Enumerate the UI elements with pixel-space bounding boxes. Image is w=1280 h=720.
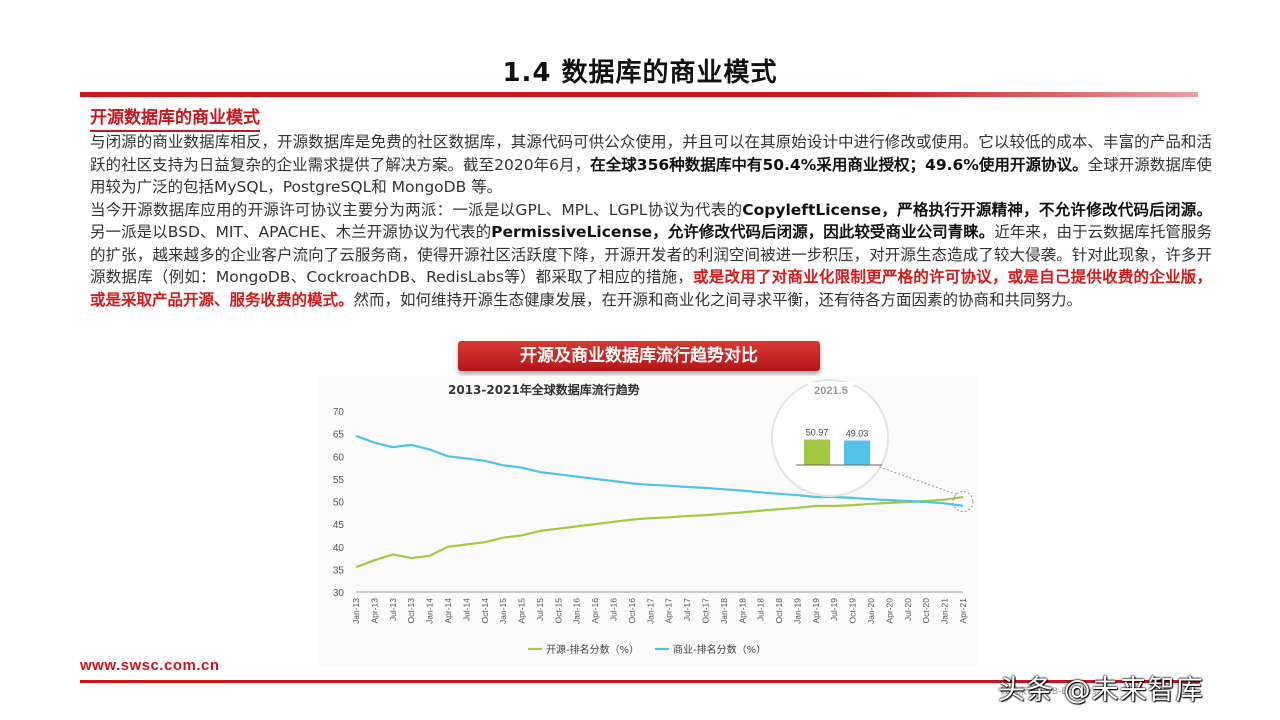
y-tick-label: 30: [333, 588, 345, 599]
y-tick-label: 45: [333, 520, 345, 531]
paragraph-1-bold: 在全球356种数据库中有50.4%采用商业授权；49.6%使用开源协议。: [590, 155, 1088, 174]
x-tick-label: Jan-15: [498, 598, 508, 624]
paragraph-2-highlight: 或是改用了对商业化限制更严格的许可协议，或是自己提供收费的企业版，或是采取产品开…: [90, 268, 1212, 309]
y-tick-label: 55: [333, 475, 345, 486]
x-tick-label: Jan-20: [866, 598, 876, 624]
inset-bar-label: 49.03: [846, 428, 869, 438]
source-note: 数据来源：DB-Engines: [1000, 687, 1097, 697]
paragraph-1-text: 与闭源的商业数据库相反，开源数据库是免费的社区数据库，其源代码可供公众使用，并且…: [90, 133, 1212, 174]
inset-label: 2021.5: [814, 385, 848, 397]
paragraph-2: 当今开源数据库应用的开源许可协议主要分为两派：一派是以GPL、MPL、LGPL协…: [90, 199, 1212, 312]
slide-title: 1.4 数据库的商业模式: [502, 58, 778, 88]
inset-circle: [771, 379, 889, 497]
x-tick-label: Jul-18: [756, 598, 766, 621]
paragraph-2-bold: CopyleftLicense，严格执行开源精神，不允许修改代码后闭源。: [742, 200, 1212, 219]
x-tick-label: Oct-16: [627, 598, 637, 624]
x-tick-label: Jul-17: [682, 598, 692, 621]
x-tick-label: Jul-14: [461, 598, 471, 621]
x-tick-label: Apr-14: [443, 598, 453, 624]
legend-label: 开源-排名分数（%）: [546, 643, 639, 656]
footer-rule: [80, 680, 1200, 683]
chart-area: 2013-2021年全球数据库流行趋势 30 35 40 45 50 55 60 65 70 Jan…: [318, 376, 978, 666]
title-rule: [80, 92, 1198, 97]
inset-bar: [844, 440, 870, 465]
x-tick-label: Apr-19: [811, 598, 821, 624]
y-tick-label: 65: [333, 430, 345, 441]
x-tick-label: Oct-13: [406, 598, 416, 624]
trend-chart: 2013-2021年全球数据库流行趋势 30 35 40 45 50 55 60 65 70 Jan…: [318, 376, 978, 666]
watermark: 头条 @未来智库: [998, 675, 1204, 706]
x-tick-label: Oct-15: [553, 598, 563, 624]
y-tick-label: 70: [333, 407, 345, 418]
x-tick-label: Apr-21: [958, 598, 968, 624]
x-tick-label: Jul-15: [535, 598, 545, 621]
y-tick-label: 40: [333, 543, 345, 554]
x-tick-label: Apr-17: [664, 598, 674, 624]
chart-title: 2013-2021年全球数据库流行趋势: [448, 382, 640, 397]
y-tick-label: 60: [333, 452, 345, 463]
x-tick-label: Apr-16: [590, 598, 600, 624]
x-tick-label: Jan-13: [351, 598, 361, 624]
y-tick-label: 50: [333, 498, 345, 509]
inset-bar-label: 50.97: [806, 428, 829, 438]
x-tick-label: Jan-19: [792, 598, 802, 624]
x-tick-label: Oct-14: [480, 598, 490, 624]
inset-target-circle: [952, 491, 974, 512]
x-tick-label: Apr-13: [369, 598, 379, 624]
paragraph-2-text-3: 近年来，由于云数据库托管服务的扩张，越来越多的企业客户流向了云服务商，使得开源社…: [90, 223, 1212, 286]
footer-url[interactable]: www.swsc.com.cn: [80, 657, 220, 674]
inset-label-bg: [808, 382, 854, 397]
body-text: 与闭源的商业数据库相反，开源数据库是免费的社区数据库，其源代码可供公众使用，并且…: [90, 131, 1212, 311]
x-tick-label: Oct-19: [848, 598, 858, 624]
paragraph-1: 与闭源的商业数据库相反，开源数据库是免费的社区数据库，其源代码可供公众使用，并且…: [90, 131, 1212, 199]
x-tick-label: Oct-20: [921, 598, 931, 624]
paragraph-2-text-4: 然而，如何维持开源生态健康发展，在开源和商业化之间寻求平衡，还有待各方面因素的协…: [353, 290, 1083, 309]
legend-label: 商业-排名分数（%）: [673, 643, 766, 656]
x-tick-label: Jul-20: [903, 598, 913, 621]
x-tick-label: Oct-18: [774, 598, 784, 624]
x-tick-label: Apr-20: [884, 598, 894, 624]
paragraph-2-text: 当今开源数据库应用的开源许可协议主要分为两派：一派是以GPL、MPL、LGPL协…: [90, 200, 743, 219]
y-tick-label: 35: [333, 565, 345, 576]
x-tick-label: Jan-14: [425, 598, 435, 624]
x-tick-label: Jul-19: [829, 598, 839, 621]
paragraph-2-text-2: 另一派是以BSD、MIT、APACHE、木兰开源协议为代表的: [90, 223, 492, 241]
open-source-series-line: [355, 496, 964, 569]
paragraph-2-bold-2: PermissiveLicense，允许修改代码后闭源，因此较受商业公司青睐。: [491, 223, 995, 241]
x-tick-label: Jan-18: [719, 598, 729, 624]
x-tick-label: Oct-17: [700, 598, 710, 624]
x-tick-label: Jan-16: [572, 598, 582, 624]
x-tick-label: Jan-17: [645, 598, 655, 624]
inset-connector: [879, 466, 958, 495]
inset-bar: [804, 439, 830, 465]
x-tick-label: Jul-13: [388, 598, 398, 621]
chart-banner: 开源及商业数据库流行趋势对比: [458, 341, 820, 371]
x-tick-label: Apr-15: [517, 598, 527, 624]
x-tick-label: Jul-16: [609, 598, 619, 621]
paragraph-1-text-2: 全球开源数据库使用较为广泛的包括MySQL，PostgreSQL和 MongoD…: [90, 155, 1212, 197]
x-tick-label: Jan-21: [940, 598, 950, 624]
section-heading: 开源数据库的商业模式: [90, 106, 260, 132]
commercial-series-line: [355, 434, 964, 507]
x-tick-label: Apr-18: [737, 598, 747, 624]
